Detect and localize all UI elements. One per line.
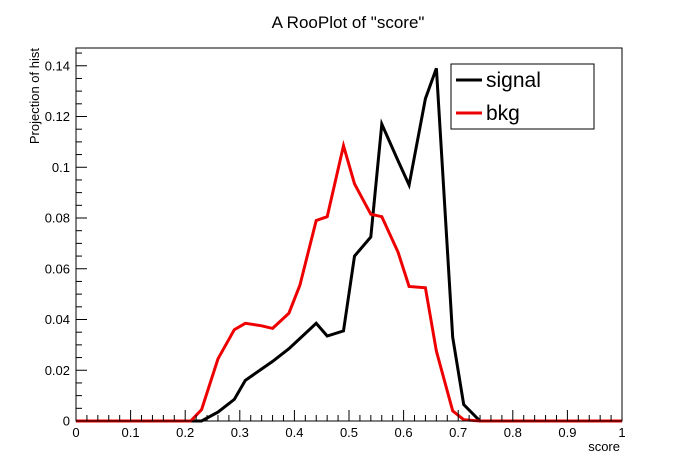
y-tick-label: 0.14 [45, 58, 70, 73]
legend-label-signal: signal [486, 69, 541, 92]
x-tick-label: 0.6 [395, 425, 413, 440]
x-tick-label: 0.3 [231, 425, 249, 440]
x-tick-label: 0.4 [285, 425, 303, 440]
y-tick-label: 0.08 [45, 211, 70, 226]
x-tick-label: 0.5 [340, 425, 358, 440]
y-tick-label: 0.12 [45, 109, 70, 124]
x-tick-label: 1 [618, 425, 625, 440]
y-tick-label: 0 [63, 414, 70, 429]
x-tick-label: 0.9 [558, 425, 576, 440]
x-tick-label: 0.1 [122, 425, 140, 440]
plot-area [76, 67, 622, 423]
y-axis-label: Projection of hist [27, 48, 42, 144]
legend: signal bkg [450, 63, 595, 130]
axes: 0 0.1 0.2 0.3 0.4 0.5 0.6 0.7 0.8 0.9 1 0 0.02 0.04 0.… [45, 47, 626, 440]
series-line-signal [76, 67, 622, 423]
series-line-bkg [76, 139, 622, 423]
y-tick-label: 0.1 [52, 160, 70, 175]
chart-title: A RooPlot of "score" [272, 13, 425, 32]
x-axis-label: score [588, 439, 620, 454]
y-tick-label: 0.06 [45, 261, 70, 276]
legend-box [450, 63, 595, 130]
legend-label-bkg: bkg [486, 102, 520, 125]
x-tick-label: 0 [72, 425, 79, 440]
y-tick-label: 0.04 [45, 312, 70, 327]
x-tick-label: 0.8 [504, 425, 522, 440]
y-tick-label: 0.02 [45, 363, 70, 378]
x-tick-label: 0.7 [449, 425, 467, 440]
x-tick-label: 0.2 [176, 425, 194, 440]
